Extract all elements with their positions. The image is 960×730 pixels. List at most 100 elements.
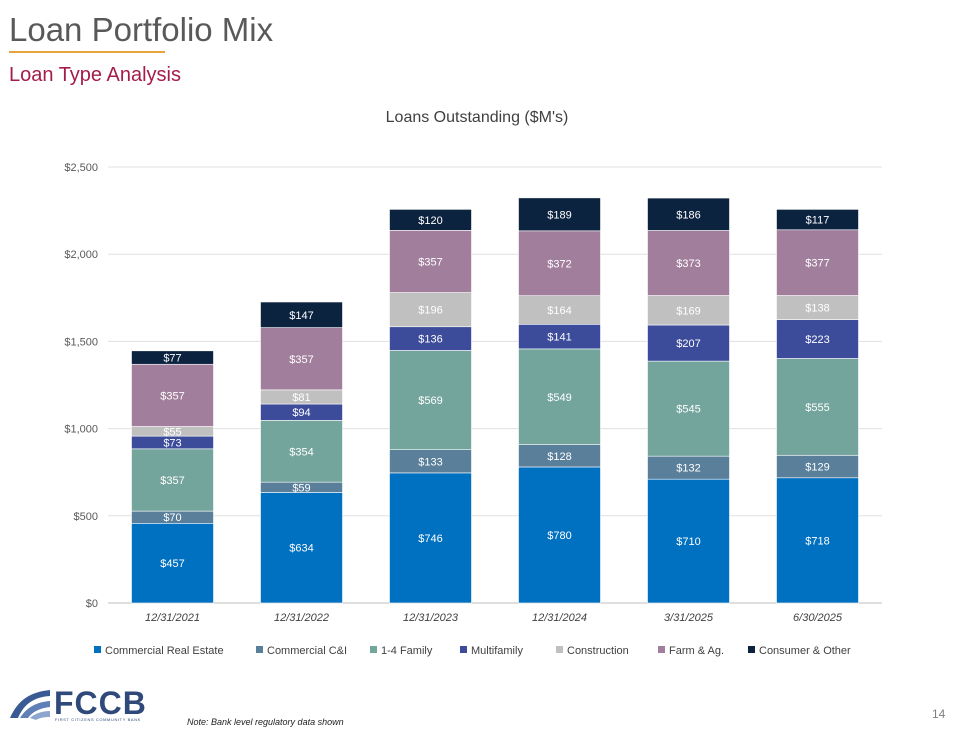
- data-label: $357: [418, 256, 442, 268]
- bars: $457 $70 $357 $73$55 $357 $77 $634 $59 $354 $94 $8…: [131, 197, 859, 604]
- data-label: $164: [547, 305, 571, 317]
- legend-label: Commercial Real Estate: [105, 645, 224, 657]
- legend-label: Consumer & Other: [759, 645, 851, 657]
- bar-segment: [647, 295, 730, 326]
- bar-segment: [389, 292, 472, 328]
- data-label: $357: [160, 390, 184, 402]
- bar-segment: [131, 522, 214, 604]
- data-label: $223: [805, 334, 829, 346]
- x-tick-label: 12/31/2021: [145, 612, 200, 624]
- legend-swatch: [94, 646, 101, 653]
- bar-segment: [389, 230, 472, 293]
- legend-label: Commercial C&I: [267, 645, 347, 657]
- data-label: $377: [805, 258, 829, 270]
- y-tick-label: $0: [86, 598, 98, 610]
- legend-label: Farm & Ag.: [669, 645, 724, 657]
- logo-tagline: FIRST CITIZENS COMMUNITY BANK: [55, 717, 141, 722]
- footnote: Note: Bank level regulatory data shown: [187, 717, 344, 727]
- legend: Commercial Real Estate Commercial C&I 1-4 …: [94, 645, 851, 657]
- bar-segment: [260, 420, 343, 483]
- data-label: $457: [160, 558, 184, 570]
- bar-segment: [260, 301, 343, 328]
- y-tick-label: $2,000: [64, 249, 98, 261]
- bar-segment: [518, 295, 601, 325]
- x-tick-label: 12/31/2024: [532, 612, 587, 624]
- x-tick-label: 3/31/2025: [664, 612, 714, 624]
- data-label: $710: [676, 536, 700, 548]
- data-label: $147: [289, 310, 313, 322]
- data-label: $189: [547, 209, 571, 221]
- bar-segment: [131, 363, 214, 427]
- data-label: $55: [163, 426, 181, 438]
- data-label: $718: [805, 535, 829, 547]
- legend-label: Construction: [567, 645, 629, 657]
- x-tick-label: 12/31/2023: [403, 612, 459, 624]
- bar-segment: [518, 230, 601, 297]
- bar-segment: [260, 492, 343, 604]
- data-label: $120: [418, 215, 442, 227]
- bar-segment: [389, 472, 472, 604]
- x-tick-label: 12/31/2022: [274, 612, 329, 624]
- data-label: $373: [676, 258, 700, 270]
- bar-segment: [518, 324, 601, 350]
- data-label: $81: [292, 392, 310, 404]
- legend-label: 1-4 Family: [381, 645, 433, 657]
- page-subtitle: Loan Type Analysis: [9, 64, 181, 86]
- logo-mark-icon: [10, 690, 50, 720]
- bar-segment: [776, 358, 859, 456]
- gridlines: [108, 166, 882, 604]
- bar-segment: [776, 229, 859, 296]
- bar-segment: [647, 360, 730, 457]
- axes: $0 $500 $1,000 $1,500 $2,000 $2,500 12/31/2021…: [64, 162, 843, 624]
- legend-swatch: [460, 646, 467, 653]
- legend-swatch: [658, 646, 665, 653]
- data-label: $117: [806, 215, 830, 227]
- data-label: $545: [676, 404, 700, 416]
- data-label: $555: [805, 402, 829, 414]
- legend-swatch: [748, 646, 755, 653]
- data-label: $133: [418, 456, 442, 468]
- data-label: $357: [160, 475, 184, 487]
- y-tick-label: $500: [74, 511, 98, 523]
- data-label: $94: [292, 407, 310, 419]
- bar-segment: [776, 319, 859, 359]
- logo-wordmark: FCCB: [54, 685, 147, 721]
- data-label: $634: [289, 543, 313, 555]
- data-label: $136: [418, 334, 442, 346]
- data-label: $569: [418, 395, 442, 407]
- data-label: $186: [676, 209, 700, 221]
- data-label: $138: [805, 303, 829, 315]
- data-label: $141: [547, 332, 571, 344]
- data-label: $357: [289, 354, 313, 366]
- bar-segment: [776, 209, 859, 231]
- bar-segment: [647, 230, 730, 296]
- fccb-logo: FCCB FIRST CITIZENS COMMUNITY BANK: [8, 685, 158, 724]
- data-label: $132: [676, 463, 700, 475]
- title-underline: [9, 51, 165, 53]
- y-tick-label: $2,500: [64, 162, 98, 174]
- data-label: $372: [547, 258, 571, 270]
- bar-segment: [647, 197, 730, 231]
- chart-title: Loans Outstanding ($M's): [386, 109, 569, 126]
- bar-segment: [518, 348, 601, 445]
- data-label: $196: [418, 305, 442, 317]
- data-label: $780: [547, 530, 571, 542]
- data-label: $169: [676, 305, 700, 317]
- bar-segment: [647, 478, 730, 604]
- bar-segment: [518, 466, 601, 604]
- data-label: $59: [292, 482, 310, 494]
- bar-segment: [518, 197, 601, 232]
- bar-segment: [647, 324, 730, 362]
- data-label: $129: [805, 462, 829, 474]
- legend-label: Multifamily: [471, 645, 523, 657]
- data-label: $549: [547, 392, 571, 404]
- legend-swatch: [556, 646, 563, 653]
- bar-segment: [389, 209, 472, 231]
- data-label: $128: [547, 451, 571, 463]
- bar-segment: [260, 327, 343, 391]
- bar-segment: [389, 350, 472, 451]
- data-label: $70: [163, 512, 181, 524]
- data-label: $746: [418, 533, 442, 545]
- page-title: Loan Portfolio Mix: [9, 11, 274, 48]
